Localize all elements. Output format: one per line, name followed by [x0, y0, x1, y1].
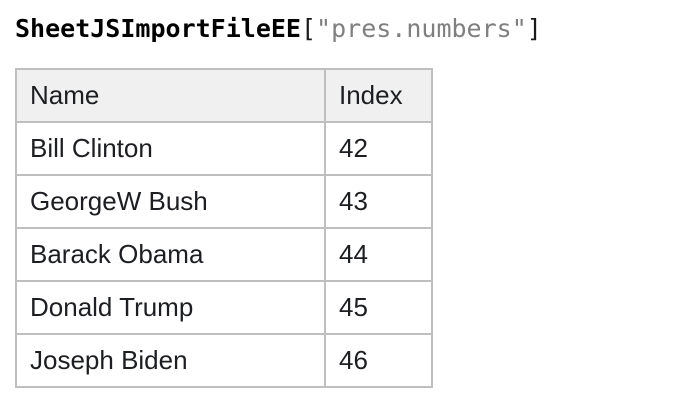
- cell-name: GeorgeW Bush: [15, 174, 326, 229]
- column-header-name: Name: [15, 68, 326, 123]
- close-bracket: ]: [526, 14, 542, 43]
- cell-name: Bill Clinton: [15, 121, 326, 176]
- table-row: Barack Obama 44: [15, 227, 433, 282]
- cell-name: Joseph Biden: [15, 333, 326, 388]
- table-row: Donald Trump 45: [15, 280, 433, 335]
- cell-name: Barack Obama: [15, 227, 326, 282]
- table-row: Bill Clinton 42: [15, 121, 433, 176]
- column-header-index: Index: [324, 68, 433, 123]
- open-bracket: [: [300, 14, 317, 43]
- presidents-table: Name Index Bill Clinton 42 GeorgeW Bush …: [15, 68, 433, 388]
- key-string: "pres.numbers": [316, 14, 527, 43]
- cell-index: 46: [324, 333, 433, 388]
- table-row: GeorgeW Bush 43: [15, 174, 433, 229]
- cell-index: 45: [324, 280, 433, 335]
- cell-index: 42: [324, 121, 433, 176]
- page: SheetJSImportFileEE["pres.numbers"] Name…: [15, 6, 684, 388]
- code-title: SheetJSImportFileEE["pres.numbers"]: [15, 6, 684, 52]
- cell-index: 43: [324, 174, 433, 229]
- cell-index: 44: [324, 227, 433, 282]
- variable-name: SheetJSImportFileEE: [15, 14, 301, 43]
- cell-name: Donald Trump: [15, 280, 326, 335]
- table-header-row: Name Index: [15, 68, 433, 123]
- table-row: Joseph Biden 46: [15, 333, 433, 388]
